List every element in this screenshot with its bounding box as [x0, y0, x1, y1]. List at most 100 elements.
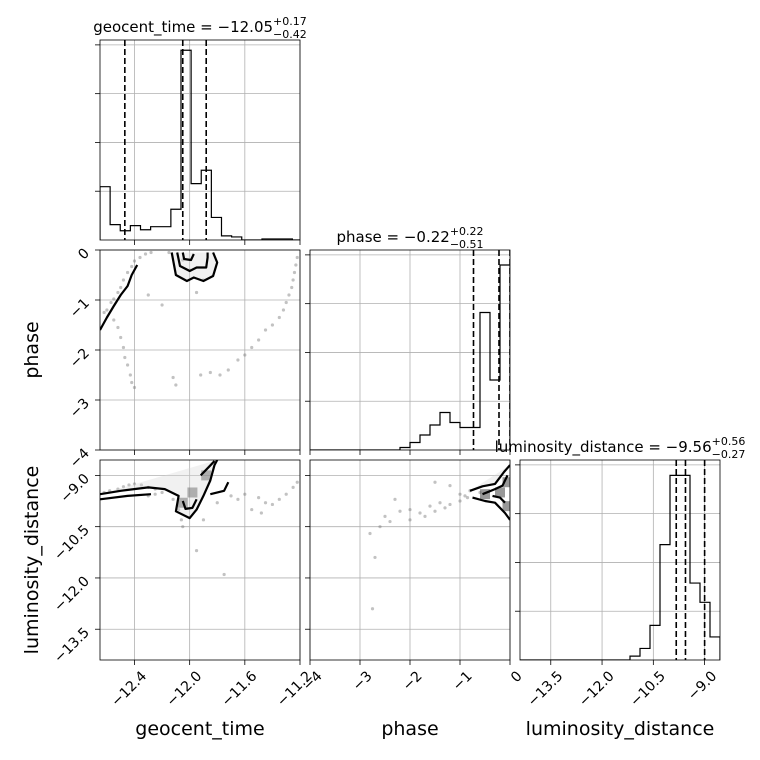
scatter-point [294, 263, 298, 267]
scatter-point [284, 300, 288, 305]
scatter-point [174, 383, 178, 387]
contour-line [469, 464, 510, 492]
scatter-point [277, 497, 281, 501]
pair-panel-geocent_time-phase [100, 250, 299, 390]
density-cell [502, 477, 510, 488]
scatter-point [408, 518, 412, 522]
scatter-point [290, 285, 294, 290]
scatter-point [257, 338, 261, 342]
scatter-point [226, 368, 230, 372]
scatter-point [116, 487, 120, 491]
scatter-point [130, 380, 134, 385]
scatter-point [263, 328, 268, 332]
scatter-point [236, 497, 240, 501]
contour-line [100, 460, 219, 520]
scatter-point [229, 494, 233, 498]
scatter-point [132, 385, 137, 390]
scatter-point [463, 494, 467, 498]
y-tick-label: −2 [67, 346, 93, 372]
scatter-point [222, 572, 226, 577]
scatter-point [291, 278, 295, 282]
scatter-point [292, 270, 297, 275]
scatter-point [263, 501, 268, 505]
scatter-point [194, 290, 199, 295]
scatter-point [125, 270, 130, 275]
y-axis-label-phase: phase [21, 321, 43, 378]
scatter-point [250, 507, 254, 512]
density-cell [495, 487, 505, 498]
y-tick-label: 0 [75, 246, 93, 264]
title-value: luminosity_distance = −9.56 [495, 438, 712, 457]
x-tick-label: −2 [400, 668, 426, 694]
scatter-point [393, 497, 397, 501]
title-value: phase = −0.22 [336, 228, 449, 246]
scatter-point [287, 293, 291, 297]
scatter-point [128, 373, 132, 377]
x-tick-label: −12.0 [164, 668, 206, 710]
scatter-point [418, 511, 422, 515]
scatter-point [433, 480, 437, 484]
title-value: geocent_time = −12.05 [93, 18, 273, 37]
scatter-point [201, 518, 206, 522]
scatter-point [105, 308, 109, 312]
density-cell [187, 487, 198, 498]
title-minus-error: −0.51 [450, 238, 484, 251]
x-tick-label: −1 [450, 668, 476, 694]
scatter-point [295, 255, 299, 260]
scatter-point [177, 507, 181, 512]
x-tick-label: −9.0 [685, 668, 720, 703]
pair-panel-geocent_time-luminosity_distance [100, 460, 299, 577]
scatter-point [291, 485, 295, 489]
scatter-point [243, 492, 247, 496]
scatter-point [127, 483, 131, 487]
hist-panel-frame-luminosity_distance [519, 459, 721, 661]
scatter-point [121, 485, 126, 489]
scatter-point [149, 250, 153, 255]
scatter-point [458, 499, 462, 503]
title-geocent_time: geocent_time = −12.05+0.17 −0.42 [93, 15, 307, 41]
x-axis-label-luminosity_distance: luminosity_distance [526, 718, 715, 740]
contour-line [100, 493, 152, 501]
x-tick-label: −12.0 [576, 668, 618, 710]
scatter-point [373, 555, 377, 560]
scatter-point [458, 492, 462, 496]
title-plus-error: +0.56 [712, 435, 746, 448]
scatter-point [132, 259, 137, 263]
y-tick-label: −3 [67, 396, 93, 422]
scatter-point [112, 297, 116, 301]
scatter-point [181, 525, 185, 529]
scatter-point [146, 293, 150, 297]
contour-line [176, 252, 209, 273]
scatter-point [433, 509, 437, 513]
scatter-point [383, 514, 387, 519]
histogram-luminosity_distance [520, 474, 720, 660]
scatter-point [139, 483, 143, 487]
x-axis-label-phase: phase [381, 718, 438, 740]
scatter-point [160, 303, 164, 307]
scatter-point [116, 325, 120, 330]
scatter-point [143, 252, 148, 256]
scatter-point [277, 315, 281, 320]
scatter-point [119, 335, 123, 340]
density-cell [502, 501, 510, 512]
contour-line [492, 494, 506, 504]
title-minus-error: −0.42 [273, 28, 307, 41]
scatter-point [236, 358, 240, 362]
contour-line [181, 252, 195, 262]
scatter-point [167, 250, 171, 255]
x-tick-label: −10.5 [627, 668, 669, 710]
scatter-point [123, 355, 127, 360]
title-minus-error: −0.27 [712, 448, 746, 461]
scatter-point [243, 353, 247, 357]
scatter-point [423, 514, 427, 519]
scatter-point [179, 518, 183, 522]
title-plus-error: +0.17 [273, 15, 307, 28]
scatter-point [284, 492, 288, 496]
pair-panel-phase-luminosity_distance [368, 464, 510, 611]
scatter-point [448, 484, 452, 488]
scatter-point [465, 496, 470, 500]
scatter-point [388, 519, 392, 524]
scatter-point [109, 300, 113, 305]
title-phase: phase = −0.22+0.22 −0.51 [336, 225, 483, 251]
